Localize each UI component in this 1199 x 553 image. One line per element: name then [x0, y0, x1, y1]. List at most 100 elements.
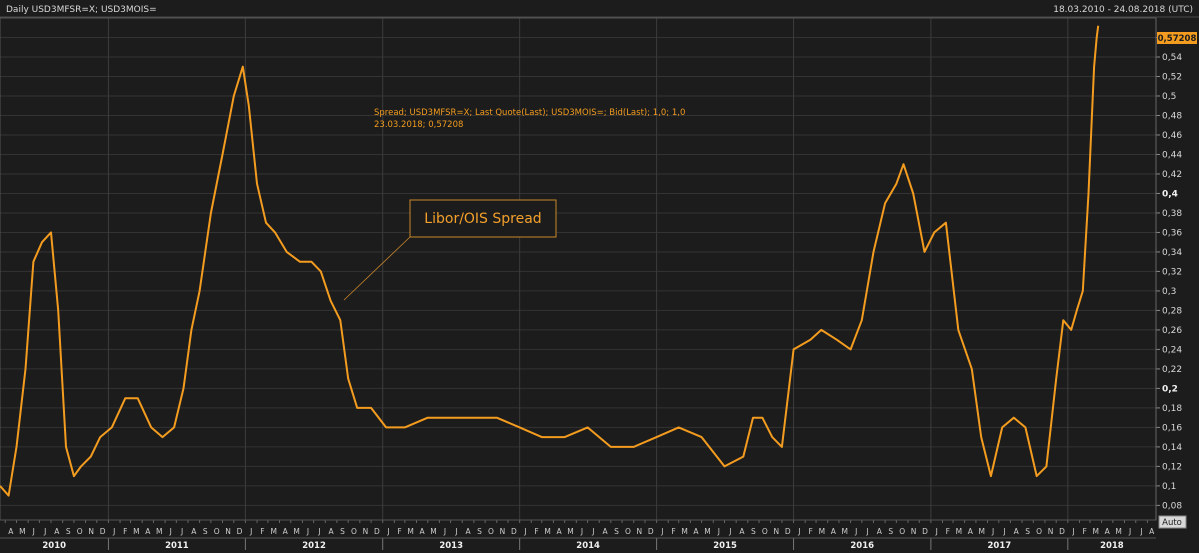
x-month-label: A	[191, 527, 197, 536]
x-month-label: J	[386, 527, 389, 536]
y-tick-label: 0,4	[1162, 189, 1178, 199]
callout-box	[409, 199, 557, 238]
x-month-label: A	[693, 527, 699, 536]
x-year-label: 2015	[713, 541, 737, 551]
x-year-label: 2016	[850, 541, 874, 551]
y-tick-label: 0,54	[1162, 53, 1182, 63]
x-month-label: J	[580, 527, 583, 536]
x-month-label: M	[544, 527, 550, 536]
x-month-label: O	[351, 527, 357, 536]
y-tick-label: 0,38	[1162, 209, 1182, 219]
y-tick-label: 0,26	[1162, 326, 1182, 336]
x-month-label: M	[567, 527, 573, 536]
x-month-label: A	[602, 527, 608, 536]
x-month-label: F	[946, 527, 950, 536]
series-line-spread[interactable]	[0, 25, 1100, 497]
x-month-label: S	[888, 527, 893, 536]
y-tick-label: 0,34	[1162, 248, 1182, 258]
y-tick-label: 0,1	[1162, 482, 1176, 492]
y-tick-label: 0,52	[1162, 72, 1182, 82]
x-month-label: A	[739, 527, 745, 536]
x-year-label: 2018	[1100, 541, 1124, 551]
x-month-label: J	[1128, 527, 1131, 536]
x-year-label: 2014	[576, 541, 600, 551]
x-month-label: N	[500, 527, 506, 536]
x-month-label: N	[773, 527, 779, 536]
x-month-label: D	[374, 527, 380, 536]
x-month-label: J	[660, 527, 663, 536]
x-month-label: A	[54, 527, 60, 536]
grid	[0, 18, 1156, 520]
x-month-label: N	[911, 527, 917, 536]
x-month-label: J	[854, 527, 857, 536]
x-month-label: O	[488, 527, 494, 536]
x-month-label: D	[511, 527, 517, 536]
x-year-label: 2013	[439, 541, 463, 551]
x-month-label: N	[363, 527, 369, 536]
x-month-label: F	[534, 527, 538, 536]
callout-leader	[343, 236, 411, 301]
x-month-label: F	[397, 527, 401, 536]
x-month-label: J	[43, 527, 46, 536]
x-month-label: J	[249, 527, 252, 536]
x-month-label: J	[317, 527, 320, 536]
x-month-label: A	[1149, 527, 1155, 536]
x-month-label: S	[477, 527, 482, 536]
y-tick-label: 0,5	[1162, 92, 1176, 102]
x-month-label: J	[866, 527, 869, 536]
x-month-label: F	[1083, 527, 1087, 536]
y-tick-label: 0,46	[1162, 131, 1182, 141]
last-value-label: 0,57208	[1158, 34, 1197, 44]
x-month-label: S	[203, 527, 208, 536]
y-axis: 0,08 0,1 0,12 0,14 0,16 0,18 0,2 0,22 0,24 0,26 0,…	[1156, 33, 1182, 511]
x-month-label: J	[728, 527, 731, 536]
x-month-label: J	[180, 527, 183, 536]
x-month-label: A	[329, 527, 335, 536]
x-month-label: S	[1025, 527, 1030, 536]
x-month-label: N	[225, 527, 231, 536]
y-tick-label: 0,24	[1162, 345, 1182, 355]
x-month-label: A	[877, 527, 883, 536]
x-month-label: F	[123, 527, 127, 536]
auto-scale-button-label[interactable]: Auto	[1162, 518, 1182, 528]
auto-scale-button[interactable]	[1158, 515, 1187, 529]
y-tick-label: 0,2	[1162, 384, 1178, 394]
x-month-label: A	[1014, 527, 1020, 536]
x-month-label: J	[797, 527, 800, 536]
x-month-label: J	[591, 527, 594, 536]
x-month-label: D	[100, 527, 106, 536]
y-tick-label: 0,18	[1162, 404, 1182, 414]
x-month-label: M	[978, 527, 984, 536]
x-month-label: J	[169, 527, 172, 536]
y-tick-label: 0,32	[1162, 267, 1182, 277]
x-month-label: O	[214, 527, 220, 536]
x-month-label: J	[306, 527, 309, 536]
y-tick-label: 0,12	[1162, 462, 1182, 472]
legend-line-2: 23.03.2018; 0,57208	[374, 120, 463, 130]
x-month-label: J	[32, 527, 35, 536]
x-month-label: A	[145, 527, 151, 536]
y-tick-label: 0,48	[1162, 111, 1182, 121]
x-month-label: J	[454, 527, 457, 536]
y-tick-label: 0,28	[1162, 306, 1182, 316]
x-month-label: J	[1139, 527, 1142, 536]
y-tick-label: 0,16	[1162, 423, 1182, 433]
x-month-label: A	[465, 527, 471, 536]
x-month-label: O	[762, 527, 768, 536]
x-month-label: D	[237, 527, 243, 536]
last-value-badge	[1157, 32, 1197, 44]
x-year-label: 2017	[988, 541, 1012, 551]
x-month-label: M	[956, 527, 962, 536]
x-month-label: J	[1002, 527, 1005, 536]
x-month-label: M	[407, 527, 413, 536]
callout-label: Libor/OIS Spread	[424, 211, 541, 227]
x-month-label: M	[293, 527, 299, 536]
y-tick-label: 0,36	[1162, 228, 1182, 238]
x-month-label: F	[260, 527, 264, 536]
x-month-label: J	[1072, 527, 1075, 536]
x-month-label: M	[270, 527, 276, 536]
x-month-label: A	[420, 527, 426, 536]
x-month-label: M	[19, 527, 25, 536]
